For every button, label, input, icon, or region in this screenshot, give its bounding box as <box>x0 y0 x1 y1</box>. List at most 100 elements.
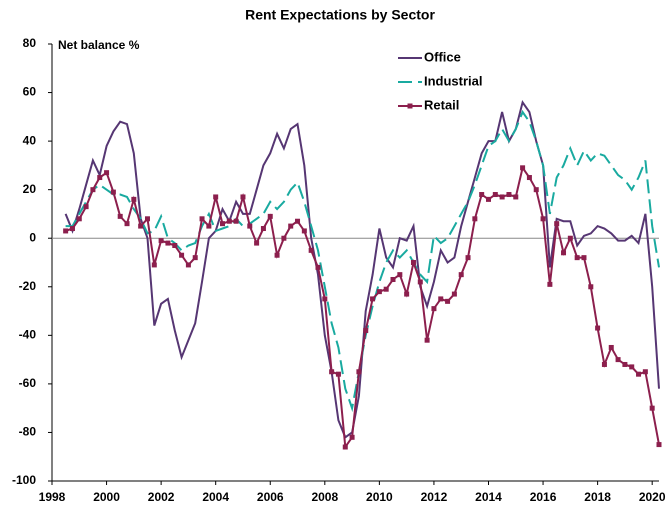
series-marker <box>561 250 567 256</box>
series-marker <box>485 196 491 202</box>
x-tick-label: 2018 <box>584 490 611 504</box>
series-marker <box>172 243 178 249</box>
series-marker <box>158 238 164 244</box>
series-marker <box>629 364 635 370</box>
series-marker <box>213 194 219 200</box>
series-marker <box>595 325 601 331</box>
series-marker <box>69 226 75 232</box>
series-marker <box>581 255 587 261</box>
series-line <box>65 165 660 450</box>
series-marker <box>220 221 226 227</box>
series-marker <box>254 240 260 246</box>
series-marker <box>308 247 314 253</box>
series-marker <box>588 284 594 290</box>
series-marker <box>513 194 519 200</box>
series-marker <box>335 371 341 377</box>
y-tick-label: -80 <box>19 425 37 439</box>
series-marker <box>165 240 171 246</box>
series-marker <box>506 192 512 198</box>
series-marker <box>370 296 376 302</box>
series-marker <box>144 216 150 222</box>
y-tick-label: 20 <box>23 182 37 196</box>
series-marker <box>417 279 423 285</box>
series-marker <box>281 235 287 241</box>
series-marker <box>342 444 348 450</box>
series-marker <box>151 262 157 268</box>
series-marker <box>206 223 212 229</box>
series-marker <box>124 221 130 227</box>
x-tick-label: 2014 <box>475 490 502 504</box>
x-tick-label: 2002 <box>148 490 175 504</box>
chart-title: Rent Expectations by Sector <box>245 7 435 23</box>
series-marker <box>288 223 294 229</box>
series-marker <box>383 286 389 292</box>
x-tick-label: 2016 <box>530 490 557 504</box>
series-marker <box>267 213 273 219</box>
series-marker <box>431 306 437 312</box>
series-marker <box>642 369 648 375</box>
series-marker <box>499 194 505 200</box>
series-marker <box>329 369 335 375</box>
series-marker <box>438 296 444 302</box>
series-marker <box>83 204 89 210</box>
series-marker <box>295 218 301 224</box>
x-tick-label: 1998 <box>39 490 66 504</box>
y-tick-label: 40 <box>23 133 37 147</box>
legend-marker <box>407 103 413 109</box>
series-marker <box>547 281 553 287</box>
y-tick-label: -20 <box>19 279 37 293</box>
series-marker <box>479 192 485 198</box>
legend-label: Industrial <box>424 73 483 88</box>
series-marker <box>76 216 82 222</box>
series-marker <box>356 369 362 375</box>
y-axis-label: Net balance % <box>58 38 140 52</box>
series-marker <box>492 192 498 198</box>
series-marker <box>656 442 662 448</box>
series-marker <box>540 216 546 222</box>
series-marker <box>397 272 403 278</box>
series-marker <box>404 291 410 297</box>
series-marker <box>199 216 205 222</box>
x-tick-label: 2008 <box>311 490 338 504</box>
series-marker <box>192 255 198 261</box>
series-marker <box>472 216 478 222</box>
y-tick-label: 60 <box>23 85 37 99</box>
y-tick-label: -100 <box>12 473 36 487</box>
series-marker <box>608 344 614 350</box>
series-marker <box>458 272 464 278</box>
series-marker <box>97 175 103 181</box>
series-marker <box>233 218 239 224</box>
series-marker <box>424 337 430 343</box>
series-marker <box>117 213 123 219</box>
series-marker <box>90 187 96 193</box>
series-marker <box>240 194 246 200</box>
series-marker <box>574 255 580 261</box>
series-marker <box>185 262 191 268</box>
series-marker <box>520 165 526 171</box>
legend-label: Retail <box>424 97 459 112</box>
series-marker <box>226 218 232 224</box>
series-marker <box>615 357 621 363</box>
x-tick-label: 2004 <box>202 490 229 504</box>
y-tick-label: -40 <box>19 328 37 342</box>
series-marker <box>179 252 185 258</box>
series-marker <box>410 260 416 265</box>
x-tick-label: 2010 <box>366 490 393 504</box>
y-tick-label: 0 <box>29 230 36 244</box>
series-marker <box>465 255 471 261</box>
series-marker <box>363 327 369 333</box>
series-marker <box>554 221 560 227</box>
series-marker <box>390 276 396 282</box>
series-line <box>64 99 660 439</box>
series-marker <box>445 298 451 304</box>
series-marker <box>601 361 607 367</box>
series-marker <box>315 264 321 270</box>
series-marker <box>451 291 457 297</box>
x-tick-label: 2012 <box>421 490 448 504</box>
series-marker <box>526 175 532 181</box>
series-marker <box>63 228 69 234</box>
series-marker <box>274 252 280 258</box>
series-marker <box>349 434 355 440</box>
series-marker <box>301 228 307 234</box>
